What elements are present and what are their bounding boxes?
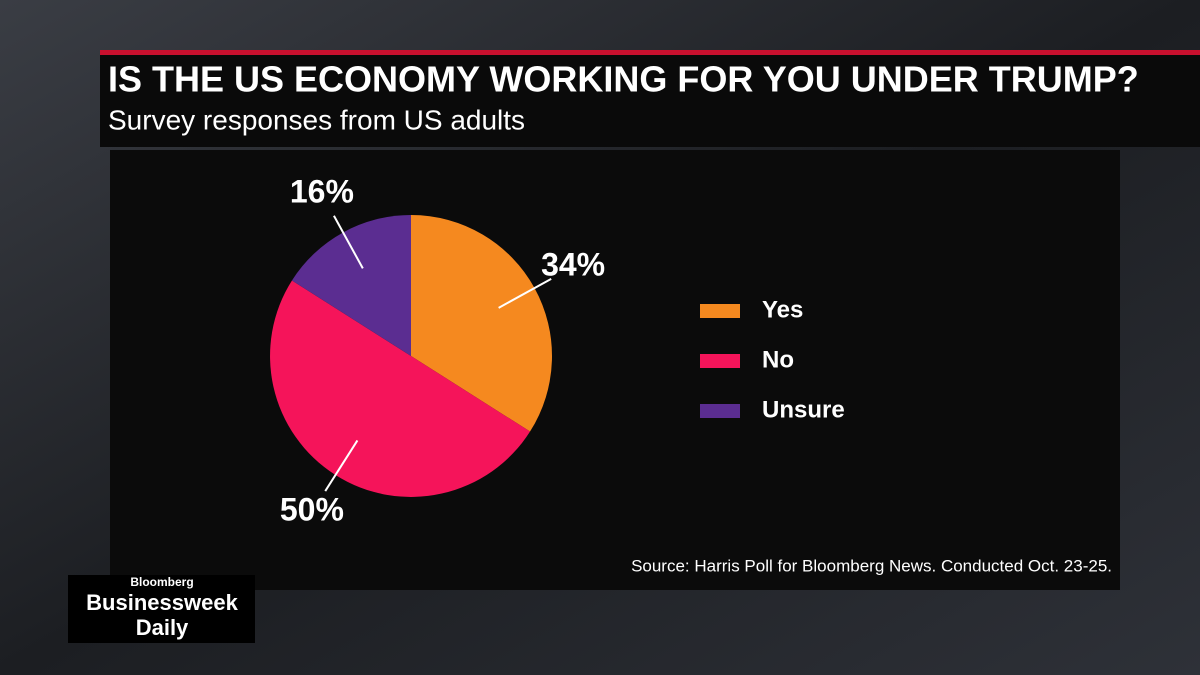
logo-publisher: Bloomberg <box>130 575 193 589</box>
accent-bar <box>100 50 1200 55</box>
legend-swatch <box>700 354 740 368</box>
legend-swatch <box>700 404 740 418</box>
legend-label: Unsure <box>762 396 845 423</box>
pie-chart: 34% 50% 16% Yes No Unsure <box>270 173 845 528</box>
data-label: 34% <box>541 246 605 282</box>
pie-slice <box>291 215 411 356</box>
legend-label: Yes <box>762 296 803 323</box>
logo-box <box>68 575 255 643</box>
chart-panel <box>110 150 1120 590</box>
legend-label: No <box>762 346 794 373</box>
leader-line <box>498 278 552 309</box>
chart-title: IS THE US ECONOMY WORKING FOR YOU UNDER … <box>108 59 1139 100</box>
leader-line <box>324 439 359 492</box>
data-label: 16% <box>290 173 354 209</box>
data-label: 50% <box>280 492 344 528</box>
source-note: Source: Harris Poll for Bloomberg News. … <box>631 556 1112 575</box>
logo-show: Daily <box>136 615 189 640</box>
pie-slice <box>411 215 553 432</box>
legend-swatch <box>700 304 740 318</box>
leader-line <box>333 215 364 269</box>
chart-subtitle: Survey responses from US adults <box>108 104 525 135</box>
title-panel <box>100 55 1200 147</box>
pie-slice <box>270 280 531 497</box>
logo-show: Businessweek <box>86 590 238 615</box>
